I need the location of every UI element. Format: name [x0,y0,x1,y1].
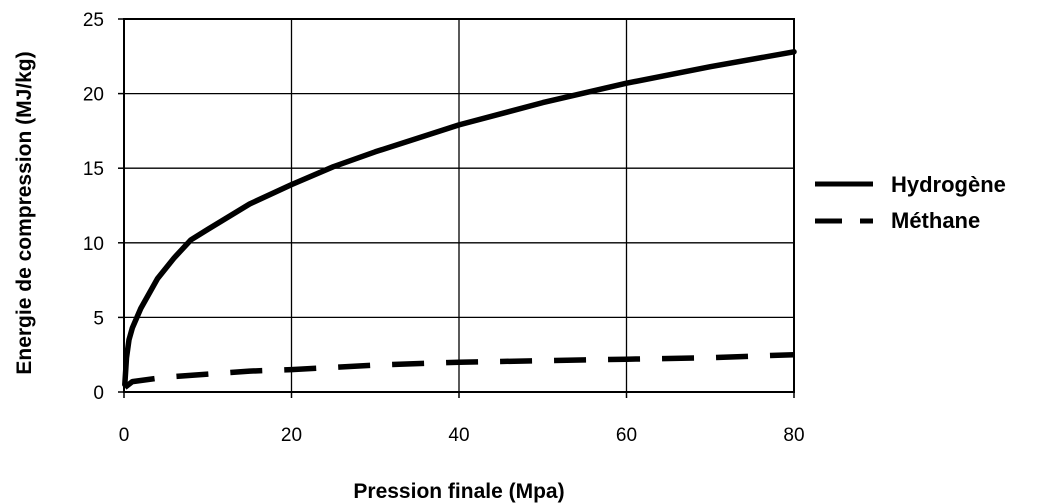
grid [124,19,794,392]
x-tick-label: 0 [119,425,130,446]
series-layer [122,49,797,390]
y-tick-label: 15 [83,159,104,180]
y-tick-label: 0 [93,383,104,404]
legend-label-hydrogene: Hydrogène [891,172,1006,197]
y-tick-label: 10 [83,234,104,255]
x-tick-label: 60 [616,425,637,446]
legend-label-methane: Méthane [891,208,980,233]
tick-labels: 0 20 40 60 80 0 5 10 15 20 25 [83,10,805,446]
x-axis-title: Pression finale (Mpa) [353,480,564,503]
series-line-hydrogene [122,49,797,388]
y-tick-label: 20 [83,85,104,106]
x-tick-label: 80 [783,425,804,446]
x-tick-label: 40 [448,425,469,446]
y-tick-label: 5 [93,308,104,329]
y-tick-label: 25 [83,10,104,31]
y-axis-title: Energie de compression (MJ/kg) [13,51,36,374]
x-tick-label: 20 [281,425,302,446]
legend: Hydrogène Méthane [815,172,1006,233]
